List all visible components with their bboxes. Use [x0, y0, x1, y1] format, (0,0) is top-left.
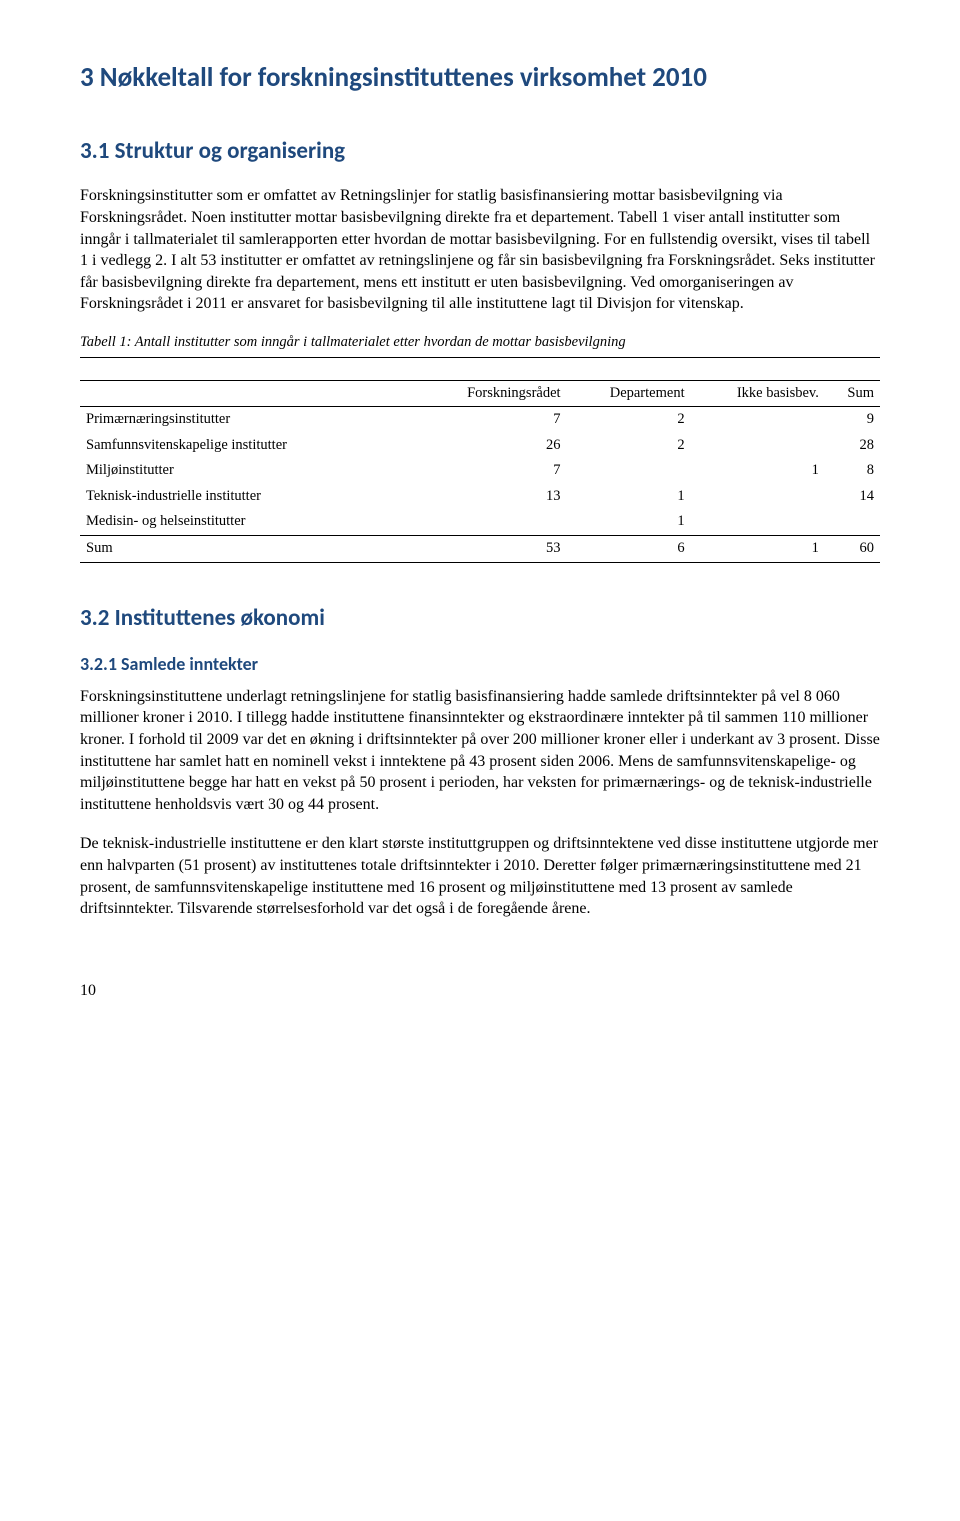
row-value: 1 [567, 484, 691, 510]
table-row: Sum536160 [80, 535, 880, 562]
row-label: Medisin- og helseinstitutter [80, 509, 416, 535]
row-value: 1 [691, 458, 825, 484]
row-value: 60 [825, 535, 880, 562]
row-value: 2 [567, 433, 691, 459]
paragraph-2: Forskningsinstituttene underlagt retning… [80, 686, 880, 816]
row-label: Miljøinstitutter [80, 458, 416, 484]
row-value: 8 [825, 458, 880, 484]
table1-col-forskningsradet: Forskningsrådet [416, 381, 567, 407]
row-value [825, 509, 880, 535]
table-row: Primærnæringsinstitutter72 9 [80, 407, 880, 433]
row-value: 1 [567, 509, 691, 535]
row-value: 2 [567, 407, 691, 433]
table1-caption-rule [80, 362, 880, 381]
row-value: 6 [567, 535, 691, 562]
table1-body: Primærnæringsinstitutter729Samfunnsviten… [80, 407, 880, 562]
row-value: 9 [825, 407, 880, 433]
table1-col-empty [80, 381, 416, 407]
row-value: 7 [416, 458, 567, 484]
page-number: 10 [80, 980, 880, 1002]
row-value: 28 [825, 433, 880, 459]
section-heading-struktur: 3.1 Struktur og organisering [80, 136, 880, 167]
row-label: Samfunnsvitenskapelige institutter [80, 433, 416, 459]
table-row: Miljøinstitutter7 18 [80, 458, 880, 484]
subsection-heading-inntekter: 3.2.1 Samlede inntekter [80, 652, 880, 676]
row-value: 7 [416, 407, 567, 433]
row-value [691, 433, 825, 459]
row-value: 53 [416, 535, 567, 562]
table-row: Samfunnsvitenskapelige institutter262 28 [80, 433, 880, 459]
row-label: Sum [80, 535, 416, 562]
table1-col-departement: Departement [567, 381, 691, 407]
table1-col-ikkebasis: Ikke basisbev. [691, 381, 825, 407]
row-value: 13 [416, 484, 567, 510]
chapter-heading: 3 Nøkkeltall for forskningsinstituttenes… [80, 60, 880, 96]
paragraph-1: Forskningsinstitutter som er omfattet av… [80, 185, 880, 315]
table1-col-sum: Sum [825, 381, 880, 407]
row-label: Teknisk-industrielle institutter [80, 484, 416, 510]
row-value [691, 407, 825, 433]
paragraph-3: De teknisk-industrielle instituttene er … [80, 833, 880, 919]
table1-header-row: Forskningsrådet Departement Ikke basisbe… [80, 381, 880, 407]
row-value: 14 [825, 484, 880, 510]
section-heading-okonomi: 3.2 Instituttenes økonomi [80, 603, 880, 634]
row-value [691, 484, 825, 510]
row-value: 26 [416, 433, 567, 459]
row-value [567, 458, 691, 484]
row-value: 1 [691, 535, 825, 562]
table1-caption: Tabell 1: Antall institutter som inngår … [80, 333, 880, 358]
table-row: Teknisk-industrielle institutter131 14 [80, 484, 880, 510]
row-value [416, 509, 567, 535]
table1: Forskningsrådet Departement Ikke basisbe… [80, 381, 880, 563]
row-label: Primærnæringsinstitutter [80, 407, 416, 433]
row-value [691, 509, 825, 535]
table-row: Medisin- og helseinstitutter 1 [80, 509, 880, 535]
